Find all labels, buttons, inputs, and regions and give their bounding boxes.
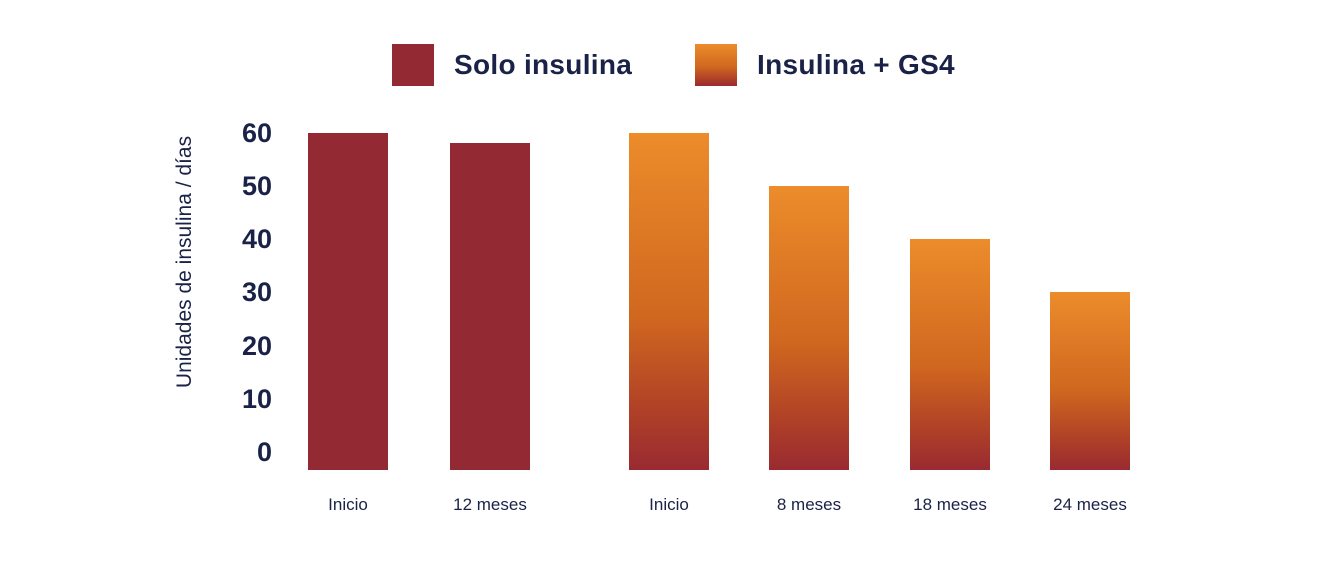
bar-gs4-24-meses bbox=[1050, 292, 1130, 470]
bar-gs4-18-meses bbox=[910, 239, 990, 470]
x-tick-label-gs4-8-meses: 8 meses bbox=[776, 495, 842, 514]
y-tick-label-20: 20 bbox=[241, 330, 272, 361]
x-tick-label-solo-inicio: Inicio bbox=[328, 495, 368, 514]
bar-solo-inicio bbox=[308, 132, 388, 470]
y-tick-label-10: 10 bbox=[241, 383, 272, 414]
x-tick-label-gs4-18-meses: 18 meses bbox=[913, 495, 987, 514]
x-tick-label-solo-12-meses: 12 meses bbox=[453, 495, 527, 514]
y-tick-label-30: 30 bbox=[241, 277, 272, 308]
legend-item-solo-insulina: Solo insulina bbox=[392, 44, 632, 86]
legend-label-insulina-gs4: Insulina + GS4 bbox=[757, 49, 955, 80]
x-tick-label-gs4-inicio: Inicio bbox=[649, 495, 689, 514]
y-tick-label-50: 50 bbox=[241, 171, 272, 201]
legend-swatch-solo-insulina bbox=[392, 44, 434, 86]
y-tick-label-60: 60 bbox=[241, 117, 272, 148]
y-tick-label-0: 0 bbox=[256, 437, 272, 467]
legend-swatch-insulina-gs4 bbox=[695, 44, 737, 86]
legend-item-insulina-gs4: Insulina + GS4 bbox=[695, 44, 955, 86]
y-tick-label-40: 40 bbox=[241, 224, 272, 255]
bar-gs4-8-meses bbox=[769, 186, 849, 470]
x-tick-label-gs4-24-meses: 24 meses bbox=[1053, 495, 1127, 514]
y-axis-title: Unidades de insulina / días bbox=[173, 135, 196, 389]
bar-gs4-inicio bbox=[629, 132, 709, 470]
bar-solo-12-meses bbox=[450, 143, 530, 470]
legend-label-solo-insulina: Solo insulina bbox=[454, 49, 633, 80]
